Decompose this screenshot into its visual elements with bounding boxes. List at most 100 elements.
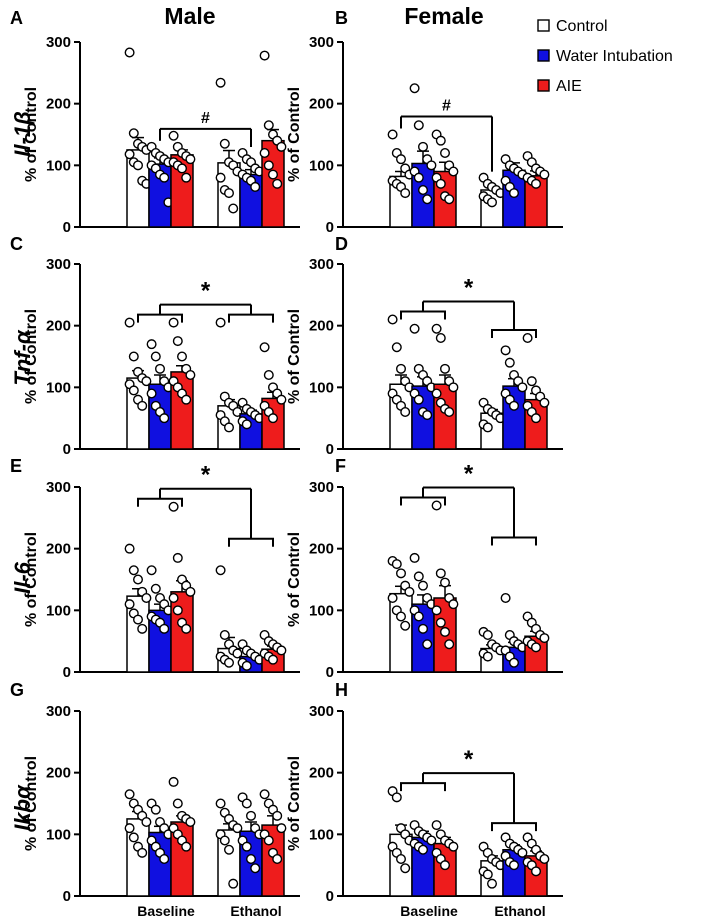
data-point — [413, 611, 424, 622]
data-point — [526, 376, 537, 387]
data-point — [431, 605, 442, 616]
data-point — [409, 323, 420, 334]
data-point — [124, 823, 135, 834]
data-point — [400, 620, 411, 631]
data-point — [482, 869, 493, 880]
data-point — [268, 654, 279, 665]
data-point — [124, 599, 135, 610]
y-tick-label: 0 — [63, 664, 71, 681]
data-point — [396, 363, 407, 374]
data-point — [124, 47, 135, 58]
data-point — [215, 172, 226, 183]
data-point — [146, 565, 157, 576]
data-point — [228, 878, 239, 889]
data-point — [396, 611, 407, 622]
data-point — [150, 583, 161, 594]
col-title-male: Male — [164, 3, 215, 29]
data-point — [435, 333, 446, 344]
panel-C: C 0 100 200 300 % of Control * — [10, 234, 300, 458]
data-point — [509, 400, 520, 411]
data-point — [219, 138, 230, 149]
data-point — [400, 863, 411, 874]
bracket-group — [228, 537, 274, 547]
data-point — [500, 593, 511, 604]
y-tick-label: 300 — [309, 256, 334, 273]
data-point — [223, 188, 234, 199]
data-point — [276, 394, 287, 405]
data-point — [391, 792, 402, 803]
data-point — [422, 410, 433, 421]
data-point — [228, 203, 239, 214]
bracket-group — [400, 782, 446, 792]
panel-H: H 0 100 200 300 % of Control * — [286, 680, 563, 905]
data-point — [259, 342, 270, 353]
y-tick-label: 200 — [309, 318, 334, 335]
y-tick-label: 100 — [309, 379, 334, 396]
data-point — [440, 577, 451, 588]
data-point — [509, 860, 520, 871]
significance-label: * — [464, 275, 474, 302]
data-point — [181, 841, 192, 852]
data-point — [132, 574, 143, 585]
y-tick-label: 200 — [309, 96, 334, 113]
significance-label: # — [442, 98, 451, 115]
y-tick-label: 100 — [309, 602, 334, 619]
data-point — [418, 184, 429, 195]
data-point — [172, 552, 183, 563]
data-point — [435, 135, 446, 146]
data-point — [263, 835, 274, 846]
data-point — [219, 630, 230, 641]
data-point — [418, 623, 429, 634]
data-point — [223, 657, 234, 668]
data-point — [444, 194, 455, 205]
data-point — [215, 317, 226, 328]
data-point — [168, 776, 179, 787]
panel-letter: H — [335, 680, 348, 700]
data-point — [272, 810, 283, 821]
data-point — [272, 854, 283, 865]
data-point — [509, 657, 520, 668]
data-point — [150, 351, 161, 362]
legend-swatch-aie — [537, 79, 550, 92]
data-point — [444, 407, 455, 418]
data-point — [215, 77, 226, 88]
y-tick-label: 0 — [326, 441, 334, 458]
y-tick-label: 100 — [309, 826, 334, 843]
data-point — [404, 586, 415, 597]
data-point — [387, 129, 398, 140]
significance-label: # — [201, 110, 210, 127]
data-point — [444, 639, 455, 650]
data-point — [396, 568, 407, 579]
data-point — [517, 847, 528, 858]
data-point — [387, 593, 398, 604]
data-point — [141, 817, 152, 828]
data-point — [124, 543, 135, 554]
data-point — [396, 154, 407, 165]
col-title-female: Female — [404, 3, 483, 29]
y-tick-label: 300 — [309, 703, 334, 720]
panel-letter: A — [10, 8, 23, 28]
y-axis-label: % of Control — [286, 756, 303, 851]
data-point — [172, 605, 183, 616]
y-tick-label: 0 — [63, 219, 71, 236]
y-tick-label: 300 — [46, 703, 71, 720]
y-tick-label: 100 — [46, 602, 71, 619]
data-point — [159, 413, 170, 424]
data-point — [172, 798, 183, 809]
y-tick-label: 200 — [309, 765, 334, 782]
data-point — [132, 160, 143, 171]
data-point — [435, 178, 446, 189]
legend-label-water-intubation: Water Intubation — [556, 48, 673, 65]
data-point — [159, 623, 170, 634]
significance-label: * — [201, 278, 211, 305]
data-point — [431, 388, 442, 399]
y-tick-label: 200 — [46, 318, 71, 335]
bracket-group — [228, 313, 274, 323]
gene-label-il6: Il-6 — [10, 561, 35, 594]
data-point — [263, 120, 274, 131]
data-point — [531, 866, 542, 877]
data-point — [522, 333, 533, 344]
data-point — [181, 394, 192, 405]
data-point — [426, 835, 437, 846]
data-point — [259, 147, 270, 158]
